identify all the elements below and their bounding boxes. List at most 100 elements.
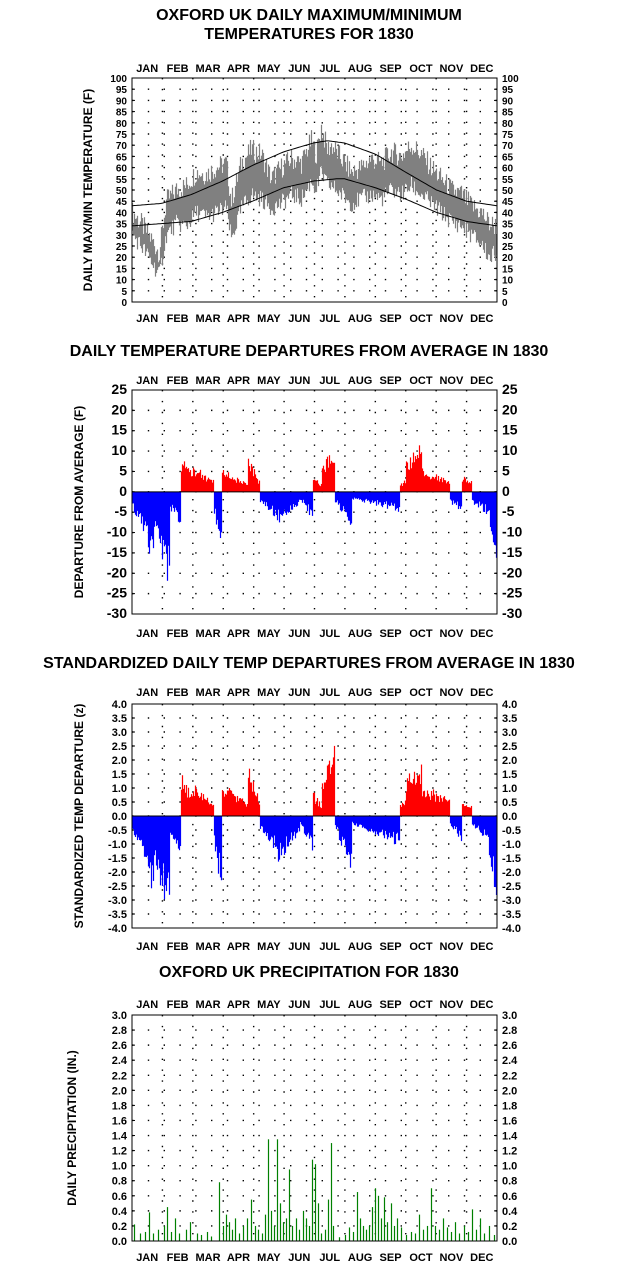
month-label-bottom: DEC [470,1252,493,1264]
y-tick-label-left: 50 [116,186,128,197]
departure-bar-positive [469,807,472,816]
departure-bar-positive [250,782,253,816]
departure-bar-negative [471,491,474,500]
departure-bar-negative [218,491,221,531]
departure-bar-negative [164,491,167,545]
y-tick-label-left: 3.5 [112,713,127,725]
departure-bar-negative [264,816,267,832]
departure-bar-positive [417,457,420,492]
departure-bar-negative [379,816,382,833]
departure-bar-negative [297,491,300,502]
departure-bar-positive [255,796,258,816]
y-tick-label-right: 100 [502,74,519,85]
departure-bar-positive [190,476,193,492]
departure-bar-negative [350,816,353,854]
departure-bar-negative [157,816,160,860]
departure-bar-negative [278,491,281,523]
departure-bar-positive [445,483,448,492]
departure-bar-positive [433,794,436,816]
y-tick-label-right: 5 [502,462,510,478]
departure-bar-negative [274,816,277,847]
month-label-top: APR [227,687,250,699]
y-tick-label-right: 0.5 [502,797,517,809]
departure-bar-negative [475,816,478,828]
y-tick-label-left: 1.4 [112,1131,128,1143]
departure-bar-negative [396,491,399,508]
departure-bar-negative [309,816,312,836]
departure-bar-positive [446,481,449,492]
departure-bar-negative [146,816,149,856]
departure-bar-positive [322,788,325,816]
departure-bar-positive [434,801,437,816]
departure-bar-positive [211,805,214,816]
departure-bar-negative [365,816,368,830]
departure-bar-positive [242,481,245,492]
departure-bar-negative [341,491,344,511]
departure-bar-negative [159,816,162,886]
month-label-bottom: APR [227,628,250,640]
departure-bar-negative [280,816,283,856]
departure-bar-negative [380,491,383,506]
departure-bar-negative [165,491,168,554]
departure-bar-negative [494,491,497,546]
departure-bar-positive [319,486,322,492]
departure-bar-negative [301,491,304,503]
departure-bar-positive [237,479,240,492]
month-label-bottom: NOV [439,941,464,953]
departure-bar-negative [288,491,291,513]
departure-bar-negative [374,491,377,502]
departure-bar-positive [415,782,418,816]
departure-bar-positive [416,454,419,492]
departure-bar-positive [433,478,436,492]
departure-bar-positive [419,453,422,492]
departure-bar-negative [449,816,452,824]
departure-bar-negative [154,491,157,522]
departure-bar-positive [257,802,260,816]
departure-bar-positive [330,460,333,492]
departure-bar-positive [432,789,435,816]
departure-bar-negative [171,491,174,505]
departure-bar-negative [285,816,288,837]
departure-bar-positive [418,774,421,816]
y-tick-label-left: 65 [116,152,128,163]
departure-bar-negative [346,816,349,856]
departure-bar-positive [411,462,414,492]
month-label-bottom: JAN [136,313,158,325]
departure-bar-negative [134,491,137,515]
departure-bar-positive [192,467,195,492]
departure-bar-positive [400,806,403,816]
departure-bar-negative [456,491,459,502]
plot-frame [131,703,498,929]
departure-bar-negative [362,816,365,827]
month-label-top: APR [227,375,250,387]
departure-bar-positive [248,768,251,816]
departure-bar-negative [397,816,400,841]
y-tick-label-left: 4.0 [112,699,127,711]
departure-bar-positive [442,797,445,816]
y-tick-label-right: -10 [502,524,522,540]
departure-bar-negative [454,491,457,503]
normal-max-line [132,140,497,207]
departure-bar-negative [359,816,362,825]
departure-bar-positive [313,479,316,492]
departure-bar-positive [430,478,433,492]
departure-bar-negative [142,491,145,532]
month-label-top: NOV [439,375,464,387]
departure-bar-positive [402,803,405,816]
y-tick-label-right: 0.0 [502,1236,517,1248]
departure-bar-positive [242,802,245,816]
departure-bar-negative [284,816,287,853]
departure-bar-positive [199,469,202,492]
departure-bar-negative [138,491,141,515]
departure-bar-positive [428,796,431,816]
departure-bar-negative [398,816,401,841]
departure-bar-positive [405,791,408,816]
departure-bar-positive [446,801,449,816]
departure-bar-positive [195,788,198,816]
departure-bar-positive [182,788,185,816]
departure-bar-positive [423,790,426,816]
departure-bar-positive [225,794,228,816]
departure-bar-positive [258,804,261,816]
departure-bar-negative [292,491,295,505]
departure-bar-positive [243,801,246,816]
